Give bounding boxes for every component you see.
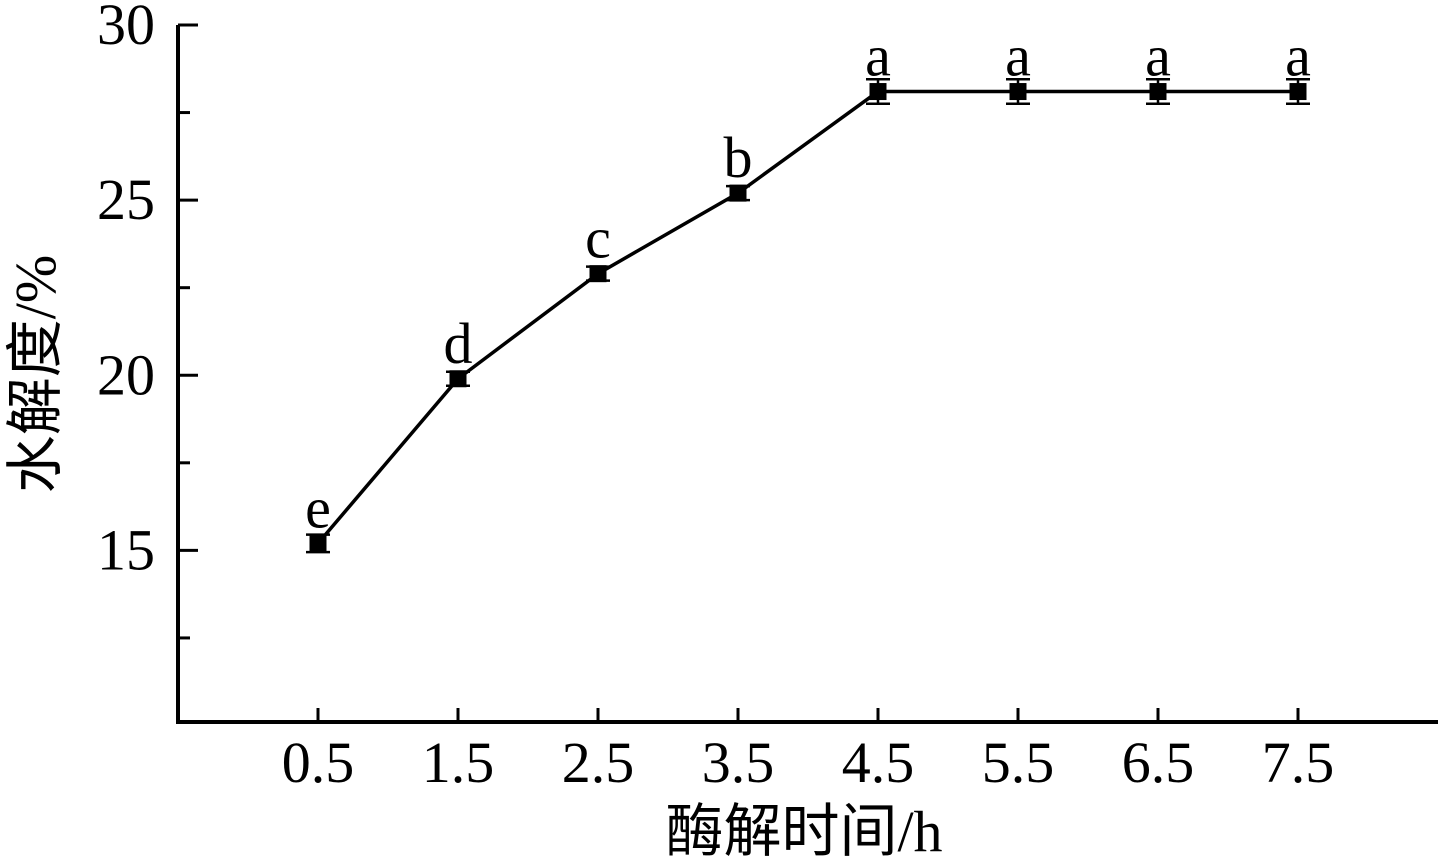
y-tick-label: 30 bbox=[97, 0, 155, 57]
x-tick-label: 2.5 bbox=[562, 730, 635, 795]
x-tick-label: 0.5 bbox=[282, 730, 355, 795]
data-point-marker bbox=[449, 370, 467, 388]
x-tick-label: 1.5 bbox=[422, 730, 495, 795]
data-point-marker bbox=[309, 534, 327, 552]
y-axis-title: 水解度/% bbox=[3, 254, 68, 494]
data-point-marker bbox=[869, 83, 887, 101]
data-point-marker bbox=[1009, 83, 1027, 101]
data-point-marker bbox=[1289, 83, 1307, 101]
y-tick-label: 25 bbox=[97, 167, 155, 232]
point-significance-label: a bbox=[865, 24, 891, 89]
point-significance-label: c bbox=[585, 206, 611, 271]
data-point-marker bbox=[729, 184, 747, 202]
y-tick-label: 15 bbox=[97, 517, 155, 582]
data-line bbox=[316, 89, 1298, 545]
point-significance-label: a bbox=[1285, 24, 1311, 89]
point-significance-label: b bbox=[724, 125, 753, 190]
point-significance-label: a bbox=[1145, 24, 1171, 89]
point-significance-label: e bbox=[305, 475, 331, 540]
x-axis-title: 酶解时间/h bbox=[665, 799, 943, 864]
data-point-marker bbox=[589, 265, 607, 283]
x-tick-label: 4.5 bbox=[842, 730, 915, 795]
x-tick-label: 5.5 bbox=[982, 730, 1055, 795]
x-tick-label: 6.5 bbox=[1122, 730, 1195, 795]
point-significance-label: d bbox=[444, 311, 473, 376]
y-tick-label: 20 bbox=[97, 342, 155, 407]
x-tick-label: 7.5 bbox=[1262, 730, 1335, 795]
point-significance-label: a bbox=[1005, 24, 1031, 89]
x-tick-label: 3.5 bbox=[702, 730, 775, 795]
data-point-marker bbox=[1149, 83, 1167, 101]
